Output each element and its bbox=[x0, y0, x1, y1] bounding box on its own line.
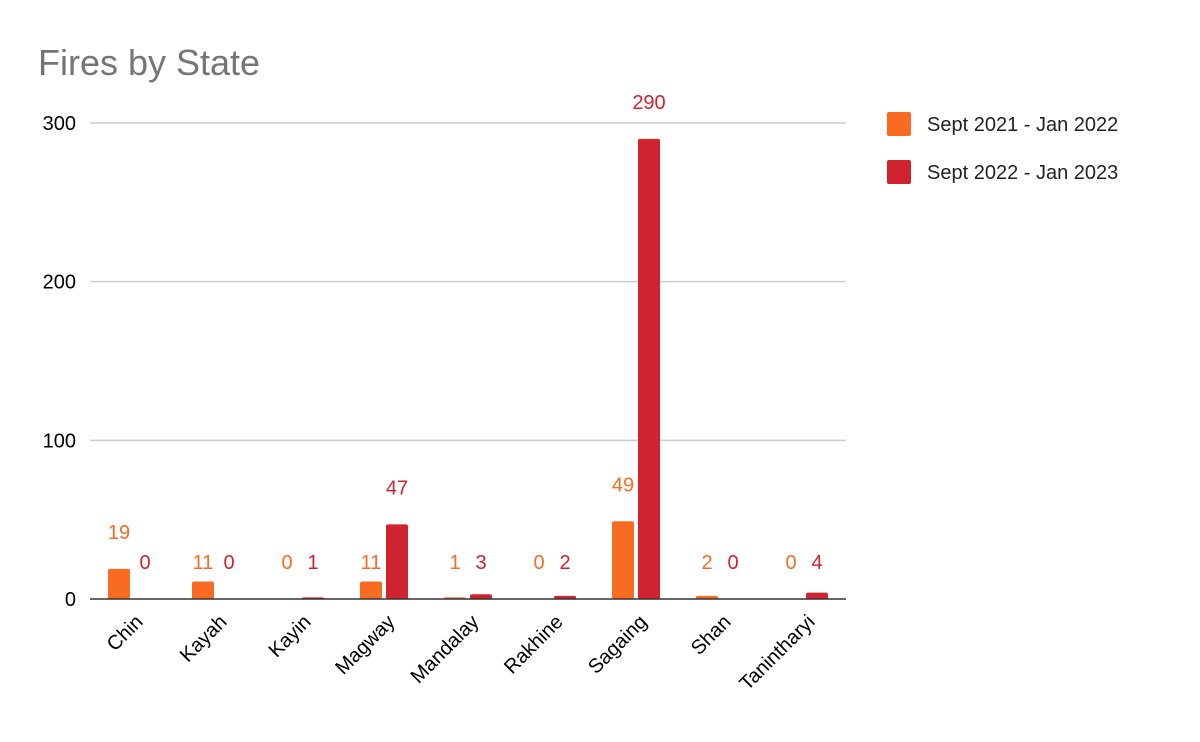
legend: Sept 2021 - Jan 2022 Sept 2022 - Jan 2023 bbox=[887, 112, 1118, 184]
data-label: 290 bbox=[632, 92, 665, 114]
x-axis-ticks: Chin Kayah Kayin Magway Mandalay Rakhine Sagai… bbox=[103, 611, 820, 695]
data-label: 4 bbox=[811, 552, 822, 574]
bar bbox=[108, 568, 130, 599]
y-axis-ticks: 0 100 200 300 bbox=[43, 113, 76, 611]
bar bbox=[612, 521, 634, 599]
x-tick-label: Sagaing bbox=[584, 611, 651, 678]
bar bbox=[806, 592, 828, 599]
data-label: 2 bbox=[701, 552, 712, 574]
chart-title: Fires by State bbox=[38, 42, 260, 83]
bar bbox=[470, 594, 492, 599]
y-tick-label: 300 bbox=[43, 113, 76, 135]
bar bbox=[638, 138, 660, 599]
bar bbox=[696, 595, 718, 599]
x-tick-label: Kayah bbox=[176, 611, 232, 667]
data-label: 0 bbox=[785, 552, 796, 574]
bar bbox=[554, 595, 576, 599]
legend-label: Sept 2022 - Jan 2023 bbox=[927, 162, 1118, 184]
data-label: 0 bbox=[223, 552, 234, 574]
x-tick-label: Mandalay bbox=[407, 611, 484, 688]
data-label: 0 bbox=[281, 552, 292, 574]
bar bbox=[360, 581, 382, 599]
x-tick-label: Tanintharyi bbox=[736, 611, 820, 695]
x-tick-label: Shan bbox=[687, 611, 736, 660]
data-label: 1 bbox=[307, 552, 318, 574]
bars bbox=[108, 138, 828, 599]
data-label: 0 bbox=[727, 552, 738, 574]
legend-swatch bbox=[887, 160, 911, 184]
x-tick-label: Magway bbox=[331, 611, 399, 679]
data-label: 0 bbox=[533, 552, 544, 574]
data-label: 0 bbox=[139, 552, 150, 574]
y-tick-label: 200 bbox=[43, 272, 76, 294]
data-label: 49 bbox=[612, 474, 634, 496]
data-label: 11 bbox=[361, 552, 382, 574]
data-label: 1 bbox=[449, 552, 460, 574]
legend-swatch bbox=[887, 112, 911, 136]
data-label: 3 bbox=[475, 552, 486, 574]
data-label: 2 bbox=[559, 552, 570, 574]
legend-label: Sept 2021 - Jan 2022 bbox=[927, 114, 1118, 136]
bar bbox=[386, 524, 408, 599]
gridlines bbox=[90, 122, 846, 442]
data-label: 47 bbox=[386, 477, 408, 499]
x-tick-label: Kayin bbox=[265, 611, 316, 662]
data-label: 11 bbox=[193, 552, 214, 574]
y-tick-label: 100 bbox=[43, 430, 76, 452]
bar bbox=[192, 581, 214, 599]
x-tick-label: Chin bbox=[103, 611, 148, 656]
data-label: 19 bbox=[108, 522, 130, 544]
x-tick-label: Rakhine bbox=[500, 611, 567, 678]
y-tick-label: 0 bbox=[65, 589, 76, 611]
